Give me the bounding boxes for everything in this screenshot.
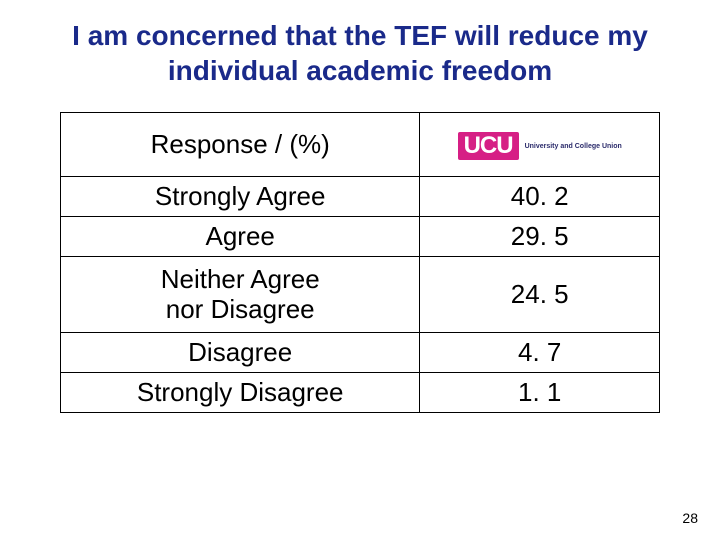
page-number: 28 bbox=[682, 510, 698, 526]
response-table: Response / (%) UCU University and Colleg… bbox=[60, 112, 660, 413]
table-row: Strongly Disagree 1. 1 bbox=[61, 373, 660, 413]
response-table-container: Response / (%) UCU University and Colleg… bbox=[60, 112, 660, 413]
response-label: Strongly Disagree bbox=[61, 373, 420, 413]
response-label: Disagree bbox=[61, 333, 420, 373]
ucu-logo-full: University and College Union bbox=[525, 143, 622, 150]
response-value: 24. 5 bbox=[420, 257, 660, 333]
response-label: Agree bbox=[61, 217, 420, 257]
response-value: 4. 7 bbox=[420, 333, 660, 373]
response-label: Neither Agree nor Disagree bbox=[61, 257, 420, 333]
table-row: Disagree 4. 7 bbox=[61, 333, 660, 373]
header-response-label: Response / (%) bbox=[61, 113, 420, 177]
table-row: Agree 29. 5 bbox=[61, 217, 660, 257]
response-label: Strongly Agree bbox=[61, 177, 420, 217]
table-header-row: Response / (%) UCU University and Colleg… bbox=[61, 113, 660, 177]
ucu-logo-abbr: UCU bbox=[458, 132, 519, 160]
response-value: 1. 1 bbox=[420, 373, 660, 413]
response-value: 29. 5 bbox=[420, 217, 660, 257]
table-row: Strongly Agree 40. 2 bbox=[61, 177, 660, 217]
table-row: Neither Agree nor Disagree 24. 5 bbox=[61, 257, 660, 333]
slide-title: I am concerned that the TEF will reduce … bbox=[0, 0, 720, 98]
ucu-logo: UCU University and College Union bbox=[458, 132, 622, 160]
response-value: 40. 2 bbox=[420, 177, 660, 217]
header-logo-cell: UCU University and College Union bbox=[420, 113, 660, 177]
